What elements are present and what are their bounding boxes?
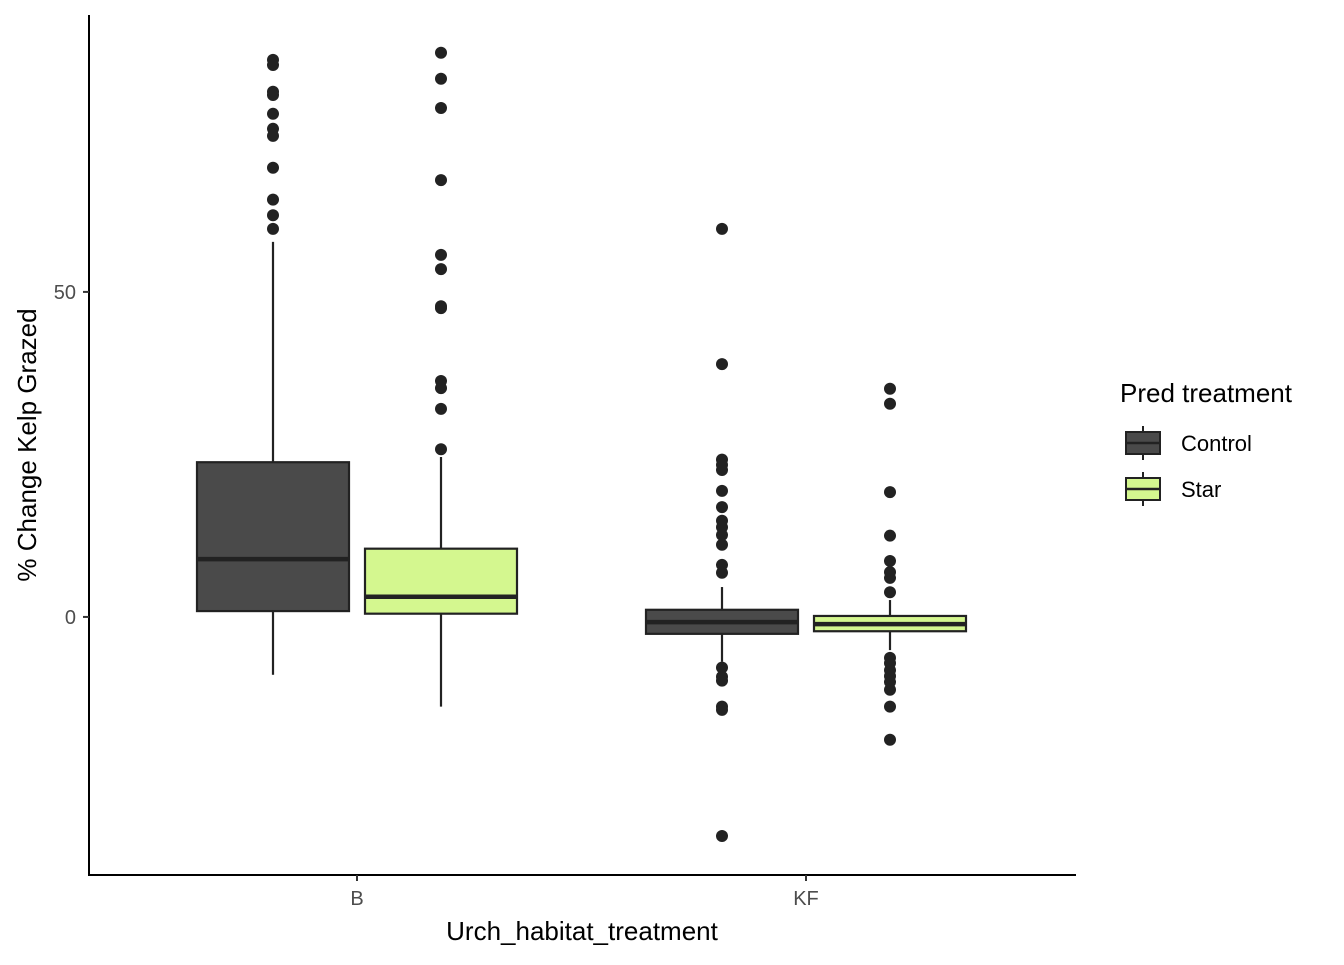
outlier-point [267, 161, 279, 174]
x-axis-title: Urch_habitat_treatment [446, 916, 718, 946]
y-axis-title: % Change Kelp Grazed [12, 308, 42, 581]
outlier-point [716, 703, 728, 716]
outlier-point [884, 586, 896, 599]
box-star-b [363, 46, 519, 707]
outlier-point [884, 529, 896, 542]
outlier-point [267, 193, 279, 206]
outlier-point [884, 733, 896, 746]
outlier-point [435, 72, 447, 85]
legend-title: Pred treatment [1120, 378, 1293, 408]
x-ticks: B KF [350, 875, 819, 910]
y-ticks: 0 50 [54, 282, 89, 629]
outlier-point [884, 700, 896, 713]
outlier-point [884, 555, 896, 568]
outlier-point [884, 397, 896, 410]
y-tick-label: 50 [54, 282, 76, 304]
outlier-point [435, 382, 447, 395]
outlier-point [716, 484, 728, 497]
outlier-point [716, 538, 728, 551]
outlier-point [716, 674, 728, 687]
outlier-point [435, 174, 447, 187]
plot-marks [195, 46, 968, 842]
box-star-kf [812, 382, 968, 746]
outlier-point [435, 402, 447, 415]
x-tick-label: KF [793, 888, 819, 910]
outlier-point [716, 529, 728, 542]
outlier-point [716, 501, 728, 514]
outlier-point [716, 566, 728, 579]
outlier-point [267, 59, 279, 72]
outlier-point [267, 222, 279, 235]
x-tick-label: B [350, 888, 363, 910]
outlier-point [435, 263, 447, 276]
iqr-box [195, 461, 351, 613]
outlier-point [884, 382, 896, 395]
outlier-point [435, 443, 447, 456]
legend-label: Control [1181, 431, 1252, 456]
box-control-b [195, 53, 351, 675]
iqr-box [363, 547, 519, 615]
outlier-point [267, 209, 279, 222]
outlier-point [435, 101, 447, 114]
outlier-point [716, 222, 728, 235]
legend: Pred treatment Control Star [1120, 378, 1293, 506]
outlier-point [435, 46, 447, 59]
outlier-point [884, 571, 896, 584]
outlier-point [267, 107, 279, 120]
legend-item-control: Control [1125, 426, 1252, 460]
y-tick-label: 0 [65, 607, 76, 629]
outlier-point [267, 88, 279, 101]
legend-label: Star [1181, 477, 1221, 502]
legend-item-star: Star [1125, 472, 1221, 506]
outlier-point [435, 302, 447, 315]
outlier-point [884, 683, 896, 696]
outlier-point [716, 464, 728, 477]
outlier-point [716, 661, 728, 674]
outlier-point [267, 129, 279, 142]
outlier-point [435, 248, 447, 261]
outlier-point [716, 829, 728, 842]
outlier-point [716, 358, 728, 371]
box-control-kf [644, 222, 800, 842]
outlier-point [884, 486, 896, 499]
